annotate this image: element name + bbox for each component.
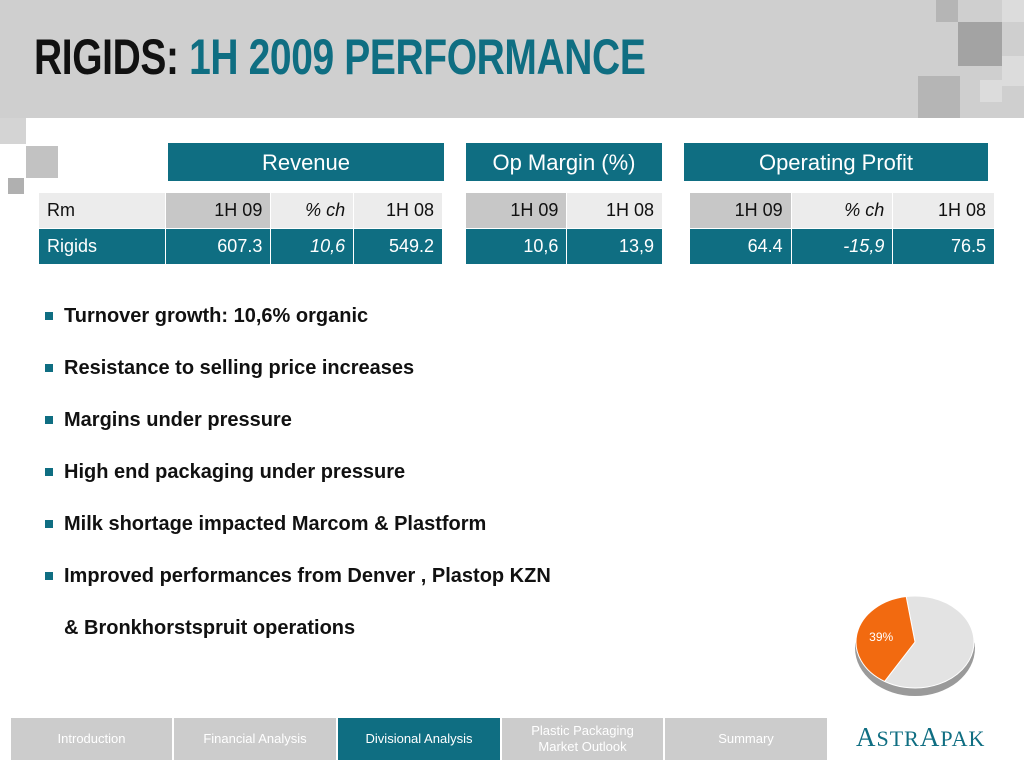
nav-label: Financial Analysis xyxy=(203,731,307,746)
page-title: RIGIDS: 1H 2009 PERFORMANCE xyxy=(34,22,646,92)
table-row: Rm 1H 09 % ch 1H 08 xyxy=(38,192,443,229)
list-item: Resistance to selling price increases xyxy=(44,349,551,401)
nav-label: Summary xyxy=(718,731,774,746)
bullet-square-icon xyxy=(45,520,53,528)
nav-summary[interactable]: Summary xyxy=(665,718,827,760)
nav-financial-analysis[interactable]: Financial Analysis xyxy=(174,718,336,760)
nav-plastic-packaging-market-outlook[interactable]: Plastic Packaging Market Outlook xyxy=(502,718,663,760)
decor-square xyxy=(936,0,958,22)
table-cell: -15,9 xyxy=(790,228,894,265)
title-banner: RIGIDS: 1H 2009 PERFORMANCE xyxy=(0,0,1024,118)
title-part1: RIGIDS: xyxy=(34,29,179,85)
column-label: Rm xyxy=(38,192,166,229)
division-share-pie: 39% xyxy=(855,595,975,696)
decor-square xyxy=(1002,56,1024,86)
list-item: Turnover growth: 10,6% organic xyxy=(44,297,551,349)
table-cell: 76.5 xyxy=(892,228,995,265)
table-cell: 549.2 xyxy=(353,228,443,265)
nav-label: Plastic Packaging Market Outlook xyxy=(531,723,634,754)
decor-square xyxy=(958,22,1002,66)
nav-introduction[interactable]: Introduction xyxy=(11,718,172,760)
decor-square xyxy=(918,76,960,118)
bullet-list: Turnover growth: 10,6% organic Resistanc… xyxy=(44,297,551,661)
nav-divisional-analysis[interactable]: Divisional Analysis xyxy=(338,718,500,760)
bullet-square-icon xyxy=(45,364,53,372)
list-item: Milk shortage impacted Marcom & Plastfor… xyxy=(44,505,551,557)
operating-profit-header: Operating Profit xyxy=(683,142,989,182)
bullet-square-icon xyxy=(45,572,53,580)
logo-text: PAK xyxy=(940,726,986,751)
table-cell: 607.3 xyxy=(164,228,272,265)
decor-square xyxy=(980,80,1002,102)
bullet-text: Milk shortage impacted Marcom & Plastfor… xyxy=(64,513,487,535)
astrapak-logo: ASTRAPAK xyxy=(856,722,985,753)
revenue-header: Revenue xyxy=(167,142,445,182)
table-cell: 10,6 xyxy=(270,228,355,265)
column-label: 1H 09 xyxy=(464,192,568,229)
column-label: % ch xyxy=(270,192,355,229)
pie-slice-highlight xyxy=(855,595,916,683)
table-cell: 13,9 xyxy=(566,228,663,265)
table-cell: 64.4 xyxy=(689,228,792,265)
revenue-table: Rm 1H 09 % ch 1H 08 Rigids 607.3 10,6 54… xyxy=(38,192,443,265)
pie-slice-rest xyxy=(883,595,975,689)
table-row: 64.4 -15,9 76.5 xyxy=(689,228,995,265)
table-row: 1H 09 1H 08 xyxy=(464,192,663,229)
column-label: 1H 08 xyxy=(353,192,443,229)
column-label: 1H 08 xyxy=(566,192,663,229)
table-row: Rigids 607.3 10,6 549.2 xyxy=(38,228,443,265)
op-margin-table: 1H 09 1H 08 10,6 13,9 xyxy=(464,192,663,265)
column-label: 1H 09 xyxy=(164,192,272,229)
bullet-square-icon xyxy=(45,468,53,476)
column-label: 1H 09 xyxy=(689,192,792,229)
bullet-text: Turnover growth: 10,6% organic xyxy=(64,305,369,327)
nav-label: Divisional Analysis xyxy=(365,731,473,746)
logo-text: A xyxy=(856,722,877,752)
table-row: 10,6 13,9 xyxy=(464,228,663,265)
list-item: High end packaging under pressure xyxy=(44,453,551,505)
bullet-square-icon xyxy=(45,312,53,320)
list-item: Margins under pressure xyxy=(44,401,551,453)
table-cell: 10,6 xyxy=(464,228,568,265)
nav-label: Introduction xyxy=(57,731,126,746)
operating-profit-table: 1H 09 % ch 1H 08 64.4 -15,9 76.5 xyxy=(689,192,995,265)
bullet-square-icon xyxy=(45,416,53,424)
pie-slice-label: 39% xyxy=(869,630,893,644)
row-label: Rigids xyxy=(38,228,166,265)
title-part2: 1H 2009 PERFORMANCE xyxy=(189,29,646,85)
op-margin-header: Op Margin (%) xyxy=(465,142,663,182)
bullet-text: High end packaging under pressure xyxy=(64,461,406,483)
bullet-text: Resistance to selling price increases xyxy=(64,357,415,379)
table-row: 1H 09 % ch 1H 08 xyxy=(689,192,995,229)
column-label: 1H 08 xyxy=(892,192,995,229)
decor-square xyxy=(0,118,26,144)
column-label: % ch xyxy=(790,192,894,229)
bullet-text: Margins under pressure xyxy=(64,409,292,431)
list-item-continuation: & Bronkhorstspruit operations xyxy=(44,609,551,661)
list-item: Improved performances from Denver , Plas… xyxy=(44,557,551,609)
decor-square xyxy=(8,178,24,194)
decor-square xyxy=(26,146,58,178)
bullet-text: Improved performances from Denver , Plas… xyxy=(64,565,551,587)
bullet-text: & Bronkhorstspruit operations xyxy=(64,617,356,639)
logo-text: A xyxy=(919,722,941,752)
logo-text: STR xyxy=(876,726,920,751)
decor-square xyxy=(1002,0,1024,22)
